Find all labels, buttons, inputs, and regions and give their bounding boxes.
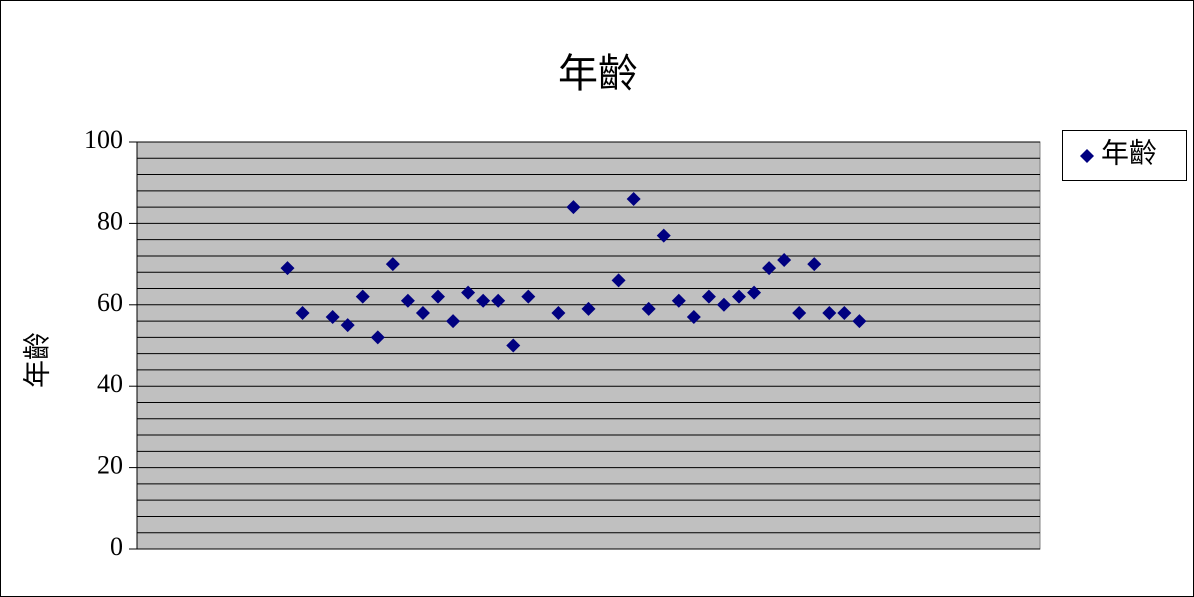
chart-title: 年齡: [558, 51, 638, 96]
point: [370, 330, 385, 345]
point: [446, 314, 461, 329]
legend-label: 年齡: [1101, 137, 1157, 169]
point: [400, 293, 415, 308]
point: [295, 305, 310, 320]
point: [521, 289, 536, 304]
point: [837, 305, 852, 320]
point: [476, 293, 491, 308]
legend-marker: [1080, 149, 1094, 163]
point: [566, 200, 581, 215]
point: [355, 289, 370, 304]
point: [822, 305, 837, 320]
point: [581, 301, 596, 316]
point: [747, 285, 762, 300]
point: [325, 310, 340, 325]
point: [807, 257, 822, 272]
y-tick-label: 0: [110, 532, 123, 561]
point: [461, 285, 476, 300]
y-tick-label: 100: [84, 125, 123, 154]
plot-area: [136, 141, 1041, 550]
point: [611, 273, 626, 288]
y-tick-label: 20: [97, 451, 123, 480]
point: [340, 318, 355, 333]
y-tick-label: 60: [97, 288, 123, 317]
point: [641, 301, 656, 316]
point: [671, 293, 686, 308]
point: [656, 228, 671, 243]
point: [792, 305, 807, 320]
y-tick-label: 80: [97, 206, 123, 235]
point: [551, 305, 566, 320]
point: [852, 314, 867, 329]
point: [732, 289, 746, 304]
point: [385, 257, 400, 272]
point: [701, 289, 716, 304]
point: [431, 289, 445, 304]
point: [415, 305, 430, 320]
point: [777, 253, 792, 268]
point: [506, 338, 521, 353]
point: [686, 310, 701, 325]
point: [491, 293, 506, 308]
y-tick-label: 40: [97, 369, 123, 398]
y-axis-label: 年齡: [21, 332, 53, 388]
point: [280, 261, 295, 276]
point: [716, 297, 731, 312]
point: [762, 261, 777, 276]
point: [626, 191, 641, 206]
